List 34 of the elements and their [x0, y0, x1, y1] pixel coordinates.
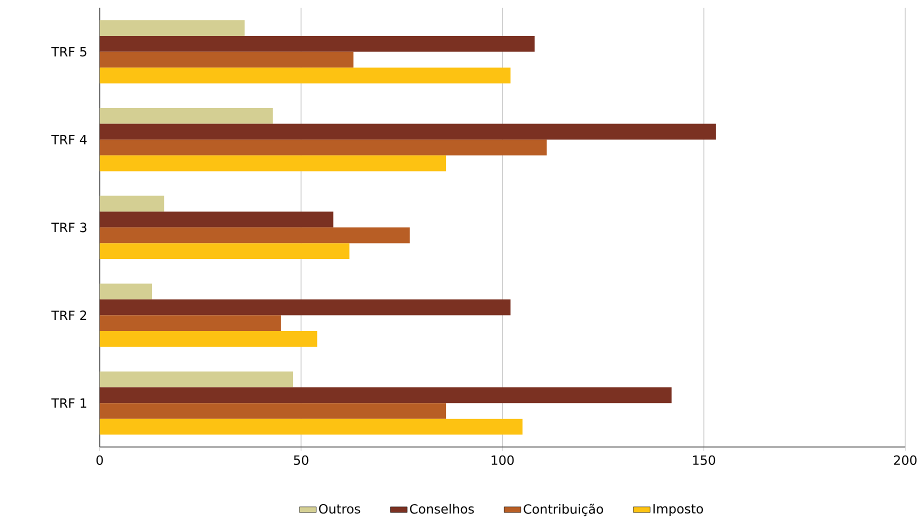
bar	[100, 108, 273, 124]
y-tick-label: TRF 1	[51, 398, 86, 408]
bar	[100, 156, 446, 172]
bar	[100, 228, 410, 244]
bar	[100, 52, 354, 68]
bar	[100, 140, 547, 156]
y-tick-label: TRF 3	[51, 222, 86, 232]
bar	[100, 315, 281, 332]
bar	[100, 300, 511, 316]
bar	[100, 196, 164, 212]
y-tick-label: TRF 5	[51, 47, 86, 57]
bar	[100, 387, 672, 404]
legend-label: Contribuição	[524, 504, 604, 516]
bar	[100, 36, 535, 52]
x-tick-label: 150	[693, 456, 716, 466]
bar	[100, 419, 523, 435]
legend-label: Imposto	[654, 504, 703, 516]
bar	[100, 284, 152, 300]
x-tick-label: 200	[894, 456, 917, 466]
bar	[100, 20, 245, 36]
bar	[100, 68, 511, 84]
x-tick-label: 100	[492, 456, 514, 466]
bar	[100, 372, 294, 388]
x-tick-label: 50	[294, 456, 308, 466]
legend-label: Conselhos	[410, 504, 474, 514]
bar	[100, 212, 334, 228]
bar	[100, 243, 350, 260]
y-tick-label: TRF 4	[51, 135, 87, 144]
bar	[100, 124, 716, 140]
bar	[100, 331, 318, 348]
bar	[100, 403, 446, 420]
legend-label: Outros	[319, 504, 360, 514]
y-tick-label: TRF 2	[51, 310, 86, 320]
x-tick-label: 0	[96, 456, 103, 466]
